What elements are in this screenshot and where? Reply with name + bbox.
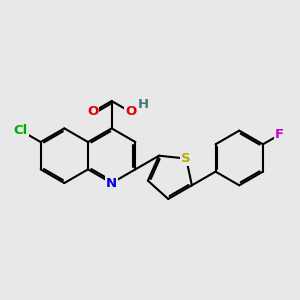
- Text: O: O: [125, 106, 136, 118]
- Text: F: F: [275, 128, 284, 141]
- Text: H: H: [138, 98, 149, 111]
- Text: N: N: [106, 176, 117, 190]
- Text: Cl: Cl: [14, 124, 28, 137]
- Text: O: O: [87, 106, 98, 118]
- Text: S: S: [182, 152, 191, 165]
